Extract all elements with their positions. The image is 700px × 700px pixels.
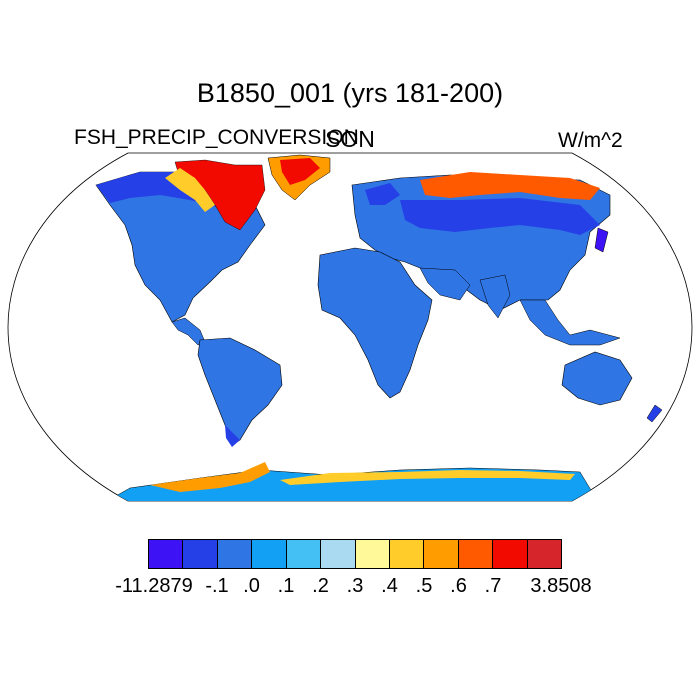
season-label: SON (325, 126, 375, 152)
colorbar-swatch (424, 540, 459, 568)
scandinavia-band (365, 183, 400, 205)
colorbar-tick-label: 3.8508 (530, 575, 592, 597)
colorbar-swatch (389, 540, 425, 568)
colorbar-tick-label: .4 (381, 575, 398, 597)
siberia-arctic-hotspot (420, 172, 600, 200)
antarctic-coast-warm (280, 470, 575, 485)
colorbar-tick-label: -11.2879 (115, 575, 193, 597)
australia-landmass (561, 351, 633, 406)
colorbar-swatch (355, 540, 390, 568)
colorbar-tick-label: -.1 (205, 575, 229, 597)
units-label: W/m^2 (558, 129, 623, 152)
colorbar-swatch (217, 540, 253, 568)
colorbar-swatch (527, 540, 562, 568)
colorbar-tick-label: .0 (243, 575, 260, 597)
colorbar-swatch (252, 540, 287, 568)
africa-landmass (317, 247, 433, 399)
colorbar (148, 539, 562, 569)
colorbar-swatch (458, 540, 494, 568)
colorbar-swatch (286, 540, 322, 568)
colorbar-tick-label: .1 (277, 575, 295, 597)
siberia-cool-band (400, 198, 600, 235)
japan-landmass (594, 227, 609, 253)
colorbar-tick-label: .6 (450, 575, 467, 597)
antarctic-peninsula-hotspot (150, 462, 270, 492)
canada-arctic-edge (165, 168, 215, 212)
south-america-landmass (197, 337, 283, 446)
colorbar-swatch (321, 540, 356, 568)
middle-east-landmass (419, 267, 471, 301)
colorbar-swatch (493, 540, 528, 568)
colorbar-labels: -11.2879 -.1 .0 .1 .2 .3 .4 .5 .6 .7 3.8508 (0, 575, 700, 601)
southeast-asia-landmass (519, 299, 621, 346)
new-zealand-landmass (646, 404, 663, 423)
plot-title: B1850_001 (yrs 181-200) (196, 78, 504, 108)
colorbar-tick-label: .3 (346, 575, 364, 597)
variable-label: FSH_PRECIP_CONVERSION (74, 126, 359, 149)
greenland-core (280, 158, 320, 185)
patagonia-tip (225, 425, 240, 447)
colorbar-tick-label: .7 (484, 575, 502, 597)
india-landmass (479, 274, 511, 319)
colorbar-swatch (183, 540, 218, 568)
colorbar-tick-label: .2 (312, 575, 329, 597)
colorbar-swatch (149, 540, 184, 568)
colorbar-tick-label: .5 (415, 575, 433, 597)
